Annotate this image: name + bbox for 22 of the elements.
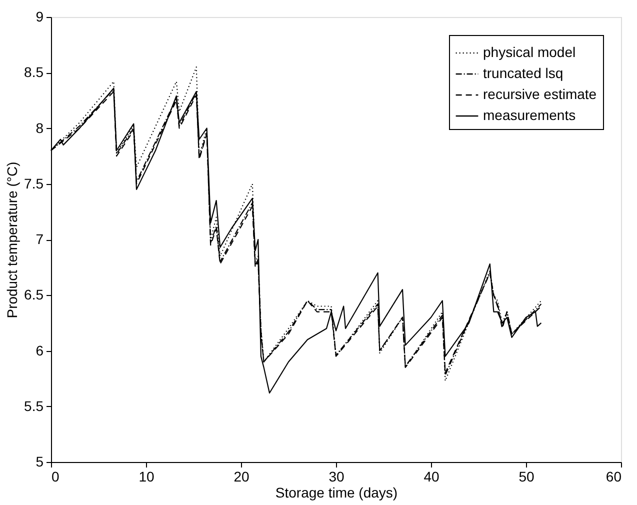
legend-label: physical model xyxy=(483,44,576,60)
y-tick-label: 5 xyxy=(36,454,44,470)
y-tick-label: 8 xyxy=(36,120,44,136)
y-tick-label: 7 xyxy=(36,231,44,247)
y-tick-label: 5.5 xyxy=(24,398,44,414)
y-tick-label: 8.5 xyxy=(24,64,44,80)
legend-label: recursive estimate xyxy=(483,86,597,102)
x-tick-label: 40 xyxy=(424,468,440,484)
legend-label: measurements xyxy=(483,107,576,123)
y-tick-label: 6 xyxy=(36,342,44,358)
y-tick-label: 7.5 xyxy=(24,175,44,192)
x-tick-label: 10 xyxy=(138,468,154,484)
y-axis-title: Product temperature (°C) xyxy=(4,162,20,318)
legend-label: truncated lsq xyxy=(483,65,564,81)
x-tick-label: 30 xyxy=(328,468,344,484)
x-tick-label: 50 xyxy=(518,468,534,484)
x-axis-title: Storage time (days) xyxy=(275,484,398,500)
y-tick-label: 9 xyxy=(36,8,44,24)
x-tick-label: 20 xyxy=(234,468,250,484)
x-tick-label: 0 xyxy=(52,468,60,484)
x-tick-label: 60 xyxy=(606,468,622,484)
y-tick-label: 6.5 xyxy=(24,286,44,303)
